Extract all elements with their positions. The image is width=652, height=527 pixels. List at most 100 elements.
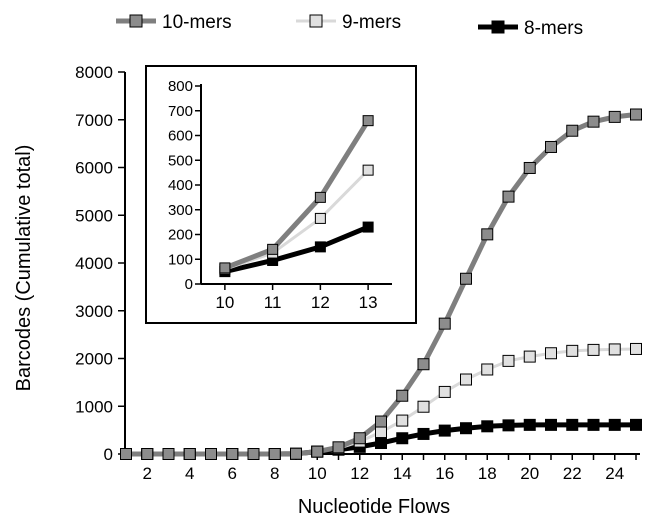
data-point-10-mers — [587, 115, 600, 128]
data-point-10-mers — [141, 448, 154, 460]
data-point-10-mers — [247, 448, 260, 460]
x-tick-label: 24 — [605, 464, 624, 483]
inset-data-point-9-mers — [314, 212, 326, 224]
y-tick-label: 5000 — [75, 206, 113, 225]
data-point-9-mers — [438, 385, 451, 398]
data-point-10-mers — [502, 190, 515, 203]
data-point-10-mers — [268, 448, 281, 460]
data-point-10-mers — [120, 448, 132, 460]
legend-label-9-mers: 9-mers — [342, 12, 401, 33]
inset-data-point-8-mers — [362, 221, 374, 233]
y-tick-label: 1000 — [75, 397, 113, 416]
x-tick-label: 14 — [393, 464, 412, 483]
data-point-8-mers — [566, 418, 579, 431]
data-point-8-mers — [608, 418, 621, 431]
data-point-9-mers — [481, 363, 494, 376]
y-tick-label: 7000 — [75, 111, 113, 130]
data-point-8-mers — [481, 420, 494, 433]
inset-data-point-9-mers — [362, 164, 374, 176]
y-tick-label: 4000 — [75, 254, 113, 273]
x-tick-label: 8 — [270, 464, 279, 483]
data-point-9-mers — [545, 347, 557, 360]
inset-y-tick-label: 400 — [168, 177, 193, 194]
inset-x-tick-label: 13 — [359, 293, 378, 312]
data-point-10-mers — [396, 389, 409, 402]
data-point-10-mers — [183, 448, 196, 460]
inset-data-point-10-mers — [362, 115, 374, 127]
y-tick-label: 0 — [104, 445, 113, 464]
inset-series-line-8-mers — [224, 224, 370, 275]
data-point-10-mers — [375, 415, 387, 428]
data-point-9-mers — [587, 343, 600, 356]
data-point-8-mers — [545, 418, 557, 431]
data-point-9-mers — [608, 343, 621, 356]
legend: 10-mers 9-mers 8-mers — [116, 12, 583, 39]
data-point-9-mers — [566, 344, 579, 357]
y-axis-label: Barcodes (Cumulative total) — [13, 145, 35, 392]
x-tick-label: 22 — [563, 464, 582, 483]
y-tick-label: 3000 — [75, 302, 113, 321]
data-point-10-mers — [353, 432, 366, 445]
legend-marker-10-mers — [129, 14, 143, 28]
data-point-10-mers — [162, 448, 175, 460]
x-tick-label: 6 — [228, 464, 237, 483]
inset-y-tick-label: 0 — [185, 276, 193, 293]
x-tick-label: 12 — [350, 464, 369, 483]
data-point-10-mers — [332, 441, 345, 454]
x-axis-label: Nucleotide Flows — [298, 496, 450, 518]
y-tick-label: 2000 — [75, 350, 113, 369]
data-point-8-mers — [523, 418, 536, 431]
inset-data-point-10-mers — [219, 262, 231, 274]
legend-marker-8-mers — [491, 20, 505, 34]
x-tick-label: 16 — [435, 464, 454, 483]
legend-label-10-mers: 10-mers — [162, 12, 232, 33]
inset-y-tick-label: 200 — [168, 227, 193, 244]
data-point-8-mers — [630, 418, 642, 431]
inset-y-tick-label: 500 — [168, 152, 193, 169]
inset-y-tick-label: 800 — [168, 78, 193, 95]
inset-y-tick-label: 300 — [168, 202, 193, 219]
inset-x-tick-label: 10 — [215, 293, 234, 312]
x-tick-label: 10 — [308, 464, 327, 483]
data-point-9-mers — [502, 354, 515, 367]
data-point-10-mers — [438, 317, 451, 330]
data-point-10-mers — [290, 447, 302, 460]
data-point-9-mers — [396, 414, 409, 427]
data-point-9-mers — [417, 400, 430, 413]
inset-series-line-10-mers — [223, 119, 371, 271]
data-point-8-mers — [396, 432, 409, 445]
data-point-9-mers — [460, 373, 472, 386]
data-point-10-mers — [608, 110, 621, 123]
x-tick-label: 2 — [143, 464, 152, 483]
inset-y-tick-label: 700 — [168, 103, 193, 120]
legend-marker-9-mers — [309, 14, 323, 28]
data-point-10-mers — [523, 161, 536, 174]
inset-data-point-8-mers — [314, 241, 326, 253]
data-point-8-mers — [502, 419, 515, 432]
x-tick-label: 4 — [185, 464, 194, 483]
data-point-8-mers — [587, 418, 600, 431]
data-point-10-mers — [566, 124, 579, 137]
y-tick-label: 8000 — [75, 63, 113, 82]
inset-y-tick-label: 100 — [168, 251, 193, 268]
data-point-10-mers — [226, 448, 239, 460]
inset-data-point-10-mers — [267, 243, 279, 255]
inset-plot: 0 100 200 300 400 500 600 700 800 10 11 12 13 — [145, 65, 417, 324]
data-point-9-mers — [523, 350, 536, 363]
data-point-8-mers — [375, 437, 387, 450]
inset-frame — [145, 65, 417, 324]
inset-x-tick-label: 11 — [264, 293, 282, 312]
data-point-8-mers — [438, 424, 451, 437]
inset-y-tick-label: 600 — [168, 128, 193, 145]
inset-data-point-10-mers — [314, 191, 326, 203]
data-point-9-mers — [375, 426, 387, 439]
data-point-10-mers — [481, 228, 494, 241]
x-tick-label: 20 — [520, 464, 539, 483]
data-point-10-mers — [311, 445, 324, 458]
data-point-9-mers — [630, 342, 642, 355]
data-point-10-mers — [417, 358, 430, 371]
data-point-8-mers — [460, 422, 472, 435]
data-point-10-mers — [460, 272, 472, 285]
